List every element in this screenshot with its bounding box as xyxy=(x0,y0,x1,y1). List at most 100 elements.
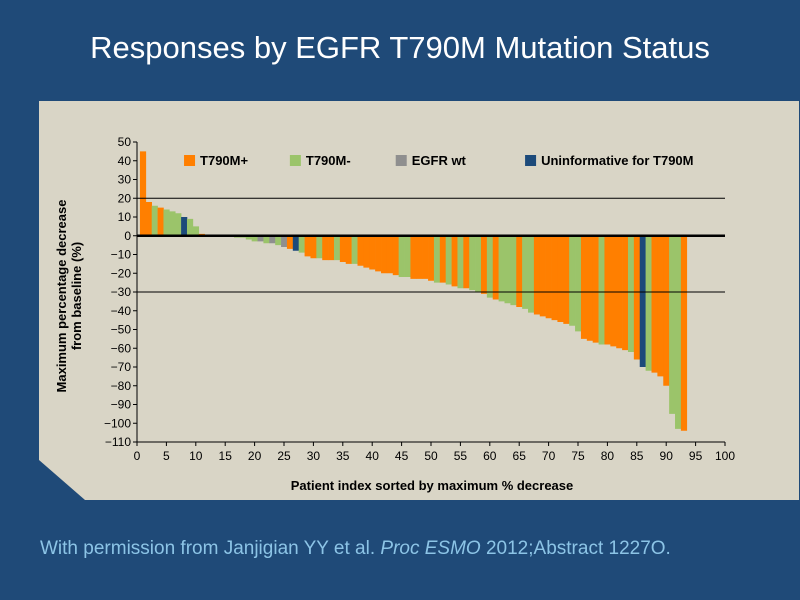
reference-lines xyxy=(137,197,725,293)
bar xyxy=(381,235,388,274)
bar xyxy=(157,207,164,236)
axes: 50403020100−10−20−30−40−50−60−70−80−90−1… xyxy=(104,135,735,463)
bar xyxy=(139,151,147,236)
bar xyxy=(522,235,529,309)
legend-label: T790M- xyxy=(306,153,351,168)
bar xyxy=(463,235,470,289)
bar xyxy=(533,235,541,315)
bar xyxy=(145,202,152,236)
x-tick-label: 100 xyxy=(715,449,735,463)
bar xyxy=(345,235,352,264)
x-tick-label: 80 xyxy=(601,449,615,463)
bar xyxy=(245,235,252,240)
bar xyxy=(633,235,641,360)
bar xyxy=(604,235,611,345)
bar xyxy=(680,235,688,431)
citation-journal: Proc ESMO xyxy=(380,538,481,559)
waterfall-chart: 50403020100−10−20−30−40−50−60−70−80−90−1… xyxy=(54,135,735,493)
y-tick-label: −10 xyxy=(111,248,132,262)
bar xyxy=(580,235,588,339)
y-tick-label: −60 xyxy=(111,341,132,355)
bar xyxy=(569,235,576,326)
bar xyxy=(275,235,282,246)
bar xyxy=(392,235,399,276)
bar-group xyxy=(139,151,688,431)
bar xyxy=(292,235,299,251)
bar xyxy=(169,211,176,236)
bar xyxy=(557,235,564,322)
x-tick-label: 95 xyxy=(689,449,703,463)
bar xyxy=(428,235,435,281)
bar xyxy=(451,235,458,287)
y-tick-label: 20 xyxy=(118,191,132,205)
bar xyxy=(410,235,417,279)
bar xyxy=(310,235,317,259)
y-tick-label: −100 xyxy=(104,416,131,430)
bar xyxy=(645,235,652,371)
bar xyxy=(339,235,347,262)
bar xyxy=(586,235,593,341)
bar xyxy=(404,235,411,277)
bar xyxy=(575,235,582,332)
bar xyxy=(528,235,535,313)
legend: T790M+ T790M- EGFR wt Uninformative for T79… xyxy=(184,153,694,168)
bar xyxy=(163,209,170,236)
legend-swatch xyxy=(525,155,537,166)
bar xyxy=(480,235,488,294)
legend-swatch xyxy=(289,155,301,166)
y-tick-label: 50 xyxy=(118,135,132,149)
y-tick-label: −80 xyxy=(111,379,132,393)
y-tick-label: 10 xyxy=(118,210,132,224)
bar xyxy=(186,218,194,236)
x-tick-label: 60 xyxy=(483,449,497,463)
bar xyxy=(333,235,341,261)
bar xyxy=(151,205,158,236)
bar xyxy=(622,235,629,351)
y-tick-label: −20 xyxy=(111,266,132,280)
bar xyxy=(486,235,494,298)
bar xyxy=(639,235,646,367)
bar xyxy=(316,235,323,259)
bar xyxy=(475,235,482,292)
bar xyxy=(322,235,329,261)
bar xyxy=(445,235,452,285)
x-axis-label: Patient index sorted by maximum % decrea… xyxy=(291,478,574,493)
y-tick-label: −110 xyxy=(105,435,131,449)
x-tick-label: 90 xyxy=(660,449,674,463)
x-tick-label: 20 xyxy=(248,449,262,463)
bar xyxy=(539,235,546,317)
bar xyxy=(563,235,570,324)
y-tick-label: −90 xyxy=(111,398,132,412)
bar xyxy=(416,235,423,279)
x-tick-label: 55 xyxy=(454,449,468,463)
y-axis-label: Maximum percentage decreasefrom baseline… xyxy=(54,200,84,393)
bar xyxy=(257,235,264,242)
x-tick-label: 50 xyxy=(424,449,438,463)
citation-text: With permission from Janjigian YY et al. xyxy=(40,538,381,559)
bar xyxy=(669,235,676,414)
bar xyxy=(304,235,311,257)
bar xyxy=(510,235,517,306)
bar xyxy=(433,235,441,283)
y-tick-label: 40 xyxy=(118,154,132,168)
x-tick-label: 30 xyxy=(307,449,321,463)
bar xyxy=(286,235,294,249)
slide-title: Responses by EGFR T790M Mutation Status xyxy=(90,30,710,65)
x-tick-label: 85 xyxy=(630,449,644,463)
x-tick-label: 25 xyxy=(277,449,291,463)
bar xyxy=(328,235,335,261)
bar xyxy=(281,235,288,247)
bar xyxy=(363,235,370,268)
y-tick-label: 30 xyxy=(118,173,132,187)
legend-label: Uninformative for T790M xyxy=(541,153,693,168)
bar xyxy=(369,235,376,270)
x-tick-label: 45 xyxy=(395,449,409,463)
bar xyxy=(357,235,364,266)
x-tick-label: 15 xyxy=(219,449,233,463)
legend-swatch xyxy=(395,155,407,166)
bar xyxy=(657,235,664,377)
bar xyxy=(498,235,505,302)
bar xyxy=(269,235,276,244)
bar xyxy=(175,213,182,236)
x-tick-label: 0 xyxy=(134,449,141,463)
